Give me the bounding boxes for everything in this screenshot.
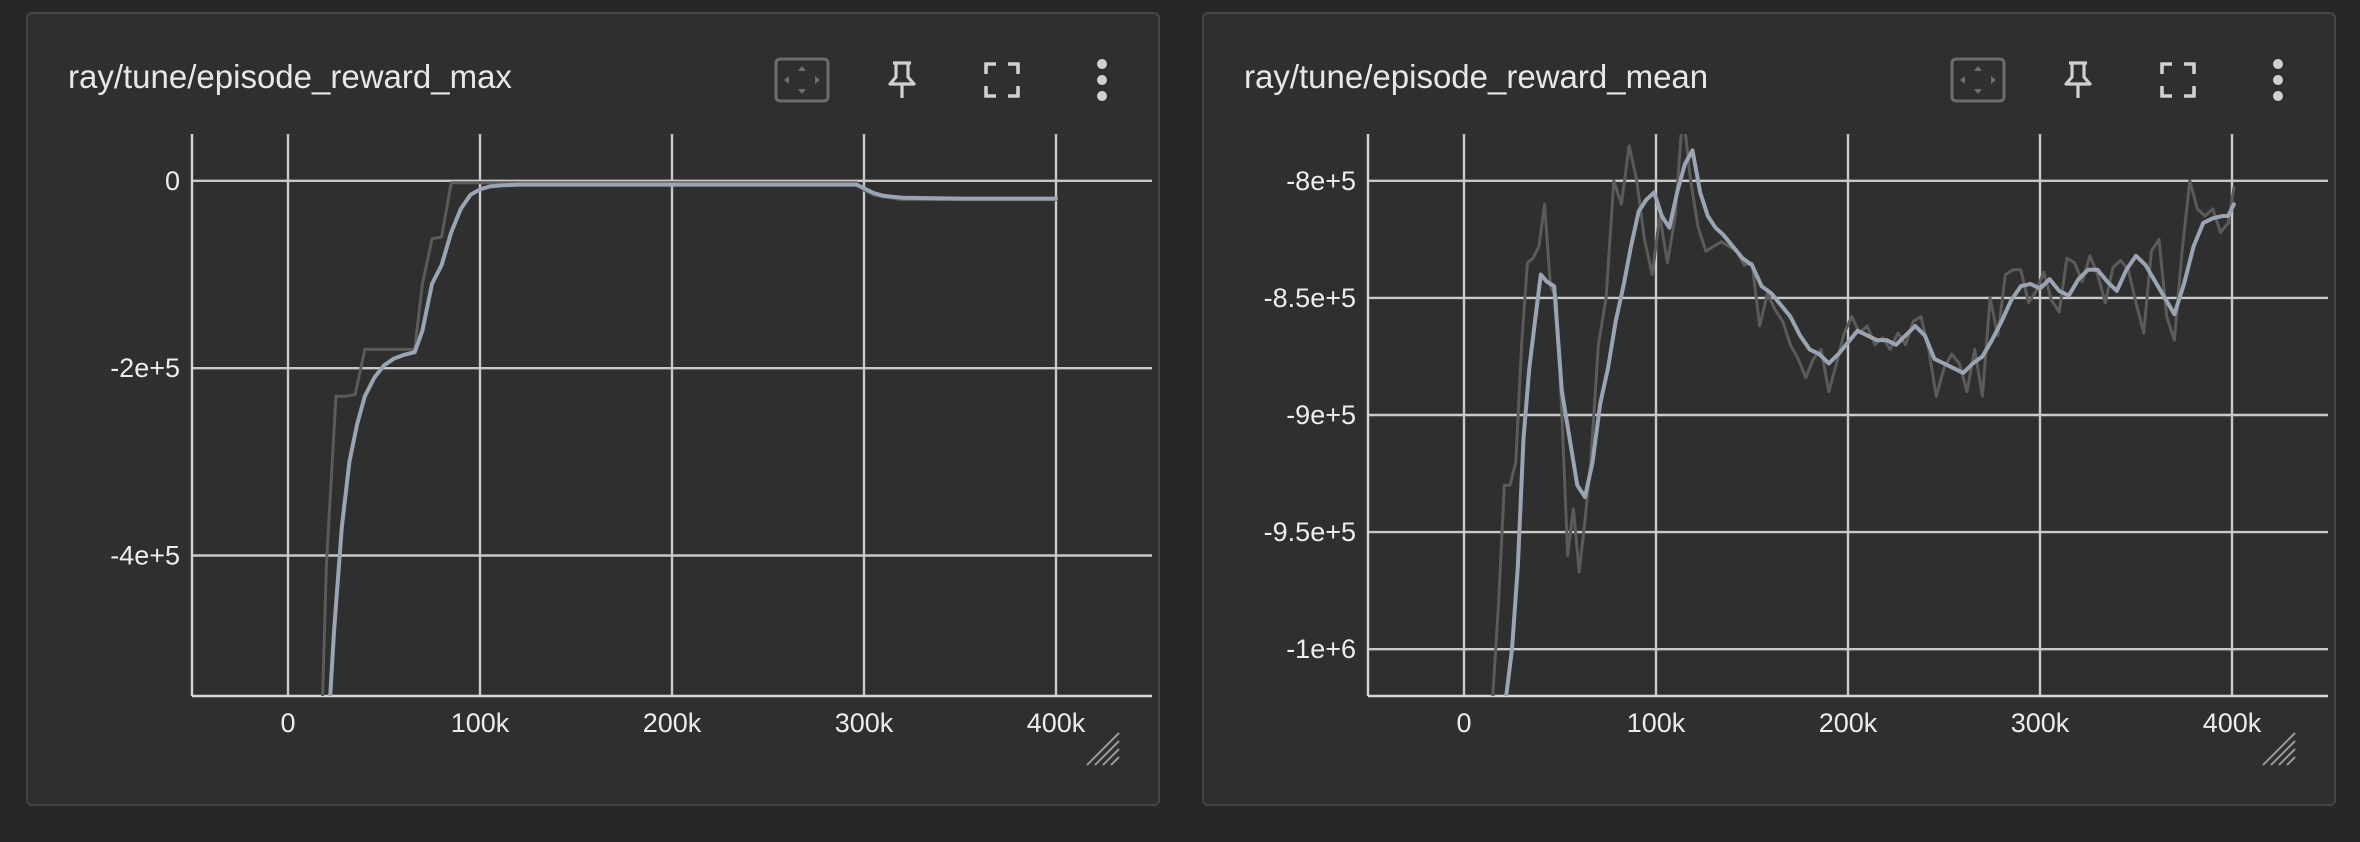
fit-domain-icon bbox=[774, 57, 830, 103]
scalar-card-reward-mean: ray/tune/episode_reward_mean 0 100k 200k 30… bbox=[1202, 12, 2336, 806]
series-line-raw bbox=[1491, 134, 2236, 696]
x-tick-label: 100k bbox=[1627, 708, 1686, 738]
more-vert-icon bbox=[1097, 59, 1107, 101]
y-tick-label: -8.5e+5 bbox=[1264, 283, 1356, 313]
x-tick-label: 400k bbox=[2203, 708, 2262, 738]
fullscreen-icon bbox=[984, 62, 1020, 98]
y-tick-label: 0 bbox=[165, 166, 180, 196]
pin-icon bbox=[2064, 61, 2092, 98]
pin-icon bbox=[888, 61, 916, 98]
fullscreen-button[interactable] bbox=[972, 50, 1032, 110]
x-tick-label: 0 bbox=[1456, 708, 1471, 738]
fit-domain-button[interactable] bbox=[1948, 50, 2008, 110]
y-tick-label: -2e+5 bbox=[110, 353, 180, 383]
x-tick-label: 400k bbox=[1027, 708, 1086, 738]
more-options-button[interactable] bbox=[1072, 50, 1132, 110]
y-tick-label: -1e+6 bbox=[1286, 634, 1356, 664]
y-tick-label: -4e+5 bbox=[110, 541, 180, 571]
line-chart[interactable]: 0 100k 200k 300k 400k -8e+5 -8.5e+5 -9e+5 -9.5e+… bbox=[1204, 14, 2334, 804]
series-line-raw bbox=[321, 181, 1058, 696]
scalar-card-reward-max: ray/tune/episode_reward_max 0 100k 200k 300… bbox=[26, 12, 1160, 806]
series-line-smoothed bbox=[1504, 148, 2236, 696]
x-tick-label: 100k bbox=[451, 708, 510, 738]
card-title: ray/tune/episode_reward_max bbox=[68, 58, 512, 95]
x-tick-label: 300k bbox=[835, 708, 894, 738]
x-tick-label: 0 bbox=[280, 708, 295, 738]
fit-domain-icon bbox=[1950, 57, 2006, 103]
more-options-button[interactable] bbox=[2248, 50, 2308, 110]
y-tick-label: -8e+5 bbox=[1286, 166, 1356, 196]
fullscreen-button[interactable] bbox=[2148, 50, 2208, 110]
y-tick-label: -9e+5 bbox=[1286, 400, 1356, 430]
x-tick-label: 200k bbox=[1819, 708, 1878, 738]
line-chart[interactable]: 0 100k 200k 300k 400k 0 -2e+5 -4e+5 bbox=[28, 14, 1158, 804]
pin-button[interactable] bbox=[872, 50, 932, 110]
more-vert-icon bbox=[2273, 59, 2283, 101]
x-tick-label: 200k bbox=[643, 708, 702, 738]
y-tick-label: -9.5e+5 bbox=[1264, 517, 1356, 547]
x-tick-label: 300k bbox=[2011, 708, 2070, 738]
fullscreen-icon bbox=[2160, 62, 2196, 98]
resize-handle-icon[interactable] bbox=[2262, 732, 2296, 766]
card-title: ray/tune/episode_reward_mean bbox=[1244, 58, 1709, 95]
fit-domain-button[interactable] bbox=[772, 50, 832, 110]
resize-handle-icon[interactable] bbox=[1086, 732, 1120, 766]
pin-button[interactable] bbox=[2048, 50, 2108, 110]
series-line-smoothed bbox=[328, 182, 1058, 696]
